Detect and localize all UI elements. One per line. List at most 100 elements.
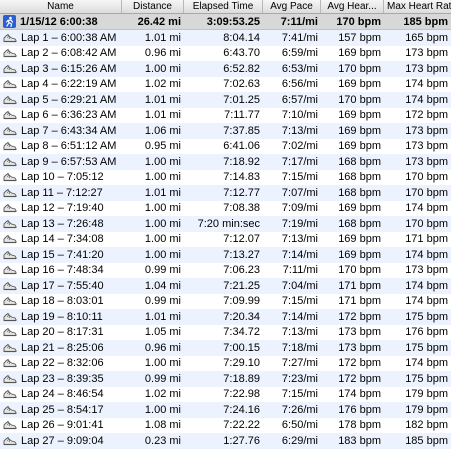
summary-avg-hr: 170 bpm bbox=[336, 15, 381, 28]
lap-elapsed: 7:01.25 bbox=[223, 93, 260, 106]
lap-elapsed: 6:41.06 bbox=[223, 140, 260, 153]
lap-distance: 0.99 mi bbox=[144, 264, 181, 277]
lap-name: Lap 24 – 8:46:54 bbox=[21, 388, 104, 401]
lap-pace: 7:23/mi bbox=[281, 372, 318, 385]
col-header-avg-pace[interactable]: Avg Pace bbox=[263, 0, 321, 13]
lap-distance: 0.96 mi bbox=[144, 47, 181, 60]
lap-elapsed: 7:21.25 bbox=[223, 279, 260, 292]
lap-name-cell: Lap 25 – 8:54:17 bbox=[0, 404, 122, 416]
lap-name: Lap 14 – 7:34:08 bbox=[21, 233, 104, 246]
table-row[interactable]: Lap 16 – 7:48:34 0.99 mi 7:06.23 7:11/mi… bbox=[0, 262, 451, 278]
lap-shoe-icon bbox=[3, 79, 17, 90]
table-row[interactable]: Lap 10 – 7:05:12 1.00 mi 7:14.83 7:15/mi… bbox=[0, 169, 451, 185]
lap-name: Lap 23 – 8:39:35 bbox=[21, 372, 104, 385]
lap-name-cell: Lap 21 – 8:25:06 bbox=[0, 342, 122, 354]
lap-shoe-icon bbox=[3, 420, 17, 431]
table-row[interactable]: Lap 18 – 8:03:01 0.99 mi 7:09.99 7:15/mi… bbox=[0, 293, 451, 309]
lap-elapsed: 7:20.34 bbox=[223, 310, 260, 323]
lap-avg-hr: 172 bpm bbox=[338, 372, 381, 385]
lap-name-cell: Lap 7 – 6:43:34 AM bbox=[0, 125, 122, 137]
table-row[interactable]: Lap 6 – 6:36:23 AM 1.01 mi 7:11.77 7:10/… bbox=[0, 107, 451, 123]
lap-avg-hr: 168 bpm bbox=[338, 217, 381, 230]
table-row[interactable]: Lap 17 – 7:55:40 1.04 mi 7:21.25 7:04/mi… bbox=[0, 278, 451, 294]
table-row[interactable]: Lap 24 – 8:46:54 1.02 mi 7:22.98 7:15/mi… bbox=[0, 386, 451, 402]
lap-max-hr: 170 bpm bbox=[405, 186, 448, 199]
lap-avg-hr: 178 bpm bbox=[338, 419, 381, 432]
lap-name: Lap 4 – 6:22:19 AM bbox=[21, 78, 117, 91]
laps-list: Lap 1 – 6:00:38 AM 1.01 mi 8:04.14 7:41/… bbox=[0, 30, 451, 449]
lap-distance: 1.00 mi bbox=[144, 171, 181, 184]
lap-pace: 7:27/mi bbox=[281, 357, 318, 370]
table-row[interactable]: Lap 3 – 6:15:26 AM 1.00 mi 6:52.82 6:53/… bbox=[0, 61, 451, 77]
col-header-avg-heart[interactable]: Avg Hear... bbox=[321, 0, 384, 13]
lap-avg-hr: 168 bpm bbox=[338, 155, 381, 168]
summary-row[interactable]: 1/15/12 6:00:38 26.42 mi 3:09:53.25 7:11… bbox=[0, 14, 451, 30]
col-header-name[interactable]: Name bbox=[0, 0, 122, 13]
table-row[interactable]: Lap 11 – 7:12:27 1.01 mi 7:12.77 7:07/mi… bbox=[0, 185, 451, 201]
table-row[interactable]: Lap 4 – 6:22:19 AM 1.02 mi 7:02.63 6:56/… bbox=[0, 76, 451, 92]
lap-max-hr: 173 bpm bbox=[405, 140, 448, 153]
lap-max-hr: 175 bpm bbox=[405, 341, 448, 354]
table-row[interactable]: Lap 27 – 9:09:04 0.23 mi 1:27.76 6:29/mi… bbox=[0, 433, 451, 449]
table-row[interactable]: Lap 25 – 8:54:17 1.00 mi 7:24.16 7:26/mi… bbox=[0, 402, 451, 418]
lap-pace: 6:56/mi bbox=[281, 78, 318, 91]
lap-pace: 6:59/mi bbox=[281, 47, 318, 60]
lap-elapsed: 1:27.76 bbox=[223, 434, 260, 447]
lap-avg-hr: 172 bpm bbox=[338, 310, 381, 323]
lap-name: Lap 7 – 6:43:34 AM bbox=[21, 124, 117, 137]
lap-name-cell: Lap 9 – 6:57:53 AM bbox=[0, 156, 122, 168]
lap-max-hr: 173 bpm bbox=[405, 62, 448, 75]
lap-name-cell: Lap 3 – 6:15:26 AM bbox=[0, 63, 122, 75]
lap-pace: 7:18/mi bbox=[281, 341, 318, 354]
col-header-distance[interactable]: Distance bbox=[122, 0, 184, 13]
lap-max-hr: 174 bpm bbox=[405, 93, 448, 106]
lap-distance: 1.01 mi bbox=[144, 31, 181, 44]
table-row[interactable]: Lap 5 – 6:29:21 AM 1.01 mi 7:01.25 6:57/… bbox=[0, 92, 451, 108]
lap-pace: 7:14/mi bbox=[281, 310, 318, 323]
lap-name-cell: Lap 24 – 8:46:54 bbox=[0, 388, 122, 400]
lap-name: Lap 20 – 8:17:31 bbox=[21, 326, 104, 339]
table-row[interactable]: Lap 2 – 6:08:42 AM 0.96 mi 6:43.70 6:59/… bbox=[0, 45, 451, 61]
lap-max-hr: 174 bpm bbox=[405, 248, 448, 261]
lap-name: Lap 16 – 7:48:34 bbox=[21, 264, 104, 277]
lap-max-hr: 179 bpm bbox=[405, 388, 448, 401]
lap-max-hr: 179 bpm bbox=[405, 403, 448, 416]
col-header-elapsed-time[interactable]: Elapsed Time bbox=[184, 0, 263, 13]
lap-name: Lap 11 – 7:12:27 bbox=[21, 186, 103, 199]
lap-avg-hr: 169 bpm bbox=[338, 124, 381, 137]
table-row[interactable]: Lap 20 – 8:17:31 1.05 mi 7:34.72 7:13/mi… bbox=[0, 324, 451, 340]
lap-max-hr: 174 bpm bbox=[405, 279, 448, 292]
summary-distance: 26.42 mi bbox=[137, 15, 181, 28]
lap-name-cell: Lap 26 – 9:01:41 bbox=[0, 419, 122, 431]
lap-shoe-icon bbox=[3, 265, 17, 276]
table-row[interactable]: Lap 23 – 8:39:35 0.99 mi 7:18.89 7:23/mi… bbox=[0, 371, 451, 387]
table-header: Name Distance Elapsed Time Avg Pace Avg … bbox=[0, 0, 451, 14]
col-header-max-heart-rate[interactable]: Max Heart Rate bbox=[387, 1, 451, 12]
lap-name-cell: Lap 11 – 7:12:27 bbox=[0, 187, 122, 199]
lap-shoe-icon bbox=[3, 187, 17, 198]
lap-elapsed: 7:02.63 bbox=[223, 78, 260, 91]
table-row[interactable]: Lap 14 – 7:34:08 1.00 mi 7:12.07 7:13/mi… bbox=[0, 231, 451, 247]
table-row[interactable]: Lap 1 – 6:00:38 AM 1.01 mi 8:04.14 7:41/… bbox=[0, 30, 451, 46]
lap-avg-hr: 169 bpm bbox=[338, 202, 381, 215]
lap-pace: 7:13/mi bbox=[281, 326, 318, 339]
lap-name-cell: Lap 14 – 7:34:08 bbox=[0, 233, 122, 245]
summary-name-cell: 1/15/12 6:00:38 bbox=[0, 15, 122, 28]
table-row[interactable]: Lap 21 – 8:25:06 0.96 mi 7:00.15 7:18/mi… bbox=[0, 340, 451, 356]
lap-elapsed: 7:37.85 bbox=[223, 124, 260, 137]
table-row[interactable]: Lap 15 – 7:41:20 1.00 mi 7:13.27 7:14/mi… bbox=[0, 247, 451, 263]
lap-shoe-icon bbox=[3, 156, 17, 167]
lap-distance: 0.95 mi bbox=[144, 140, 181, 153]
lap-name: Lap 19 – 8:10:11 bbox=[21, 310, 103, 323]
table-row[interactable]: Lap 19 – 8:10:11 1.01 mi 7:20.34 7:14/mi… bbox=[0, 309, 451, 325]
table-row[interactable]: Lap 7 – 6:43:34 AM 1.06 mi 7:37.85 7:13/… bbox=[0, 123, 451, 139]
table-row[interactable]: Lap 22 – 8:32:06 1.00 mi 7:29.10 7:27/mi… bbox=[0, 355, 451, 371]
lap-max-hr: 175 bpm bbox=[405, 310, 448, 323]
table-row[interactable]: Lap 13 – 7:26:48 1.00 mi 7:20 min:sec 7:… bbox=[0, 216, 451, 232]
lap-elapsed: 7:29.10 bbox=[223, 357, 260, 370]
table-row[interactable]: Lap 26 – 9:01:41 1.08 mi 7:22.22 6:50/mi… bbox=[0, 417, 451, 433]
table-row[interactable]: Lap 12 – 7:19:40 1.00 mi 7:08.38 7:09/mi… bbox=[0, 200, 451, 216]
table-row[interactable]: Lap 8 – 6:51:12 AM 0.95 mi 6:41.06 7:02/… bbox=[0, 138, 451, 154]
lap-shoe-icon bbox=[3, 234, 17, 245]
table-row[interactable]: Lap 9 – 6:57:53 AM 1.00 mi 7:18.92 7:17/… bbox=[0, 154, 451, 170]
